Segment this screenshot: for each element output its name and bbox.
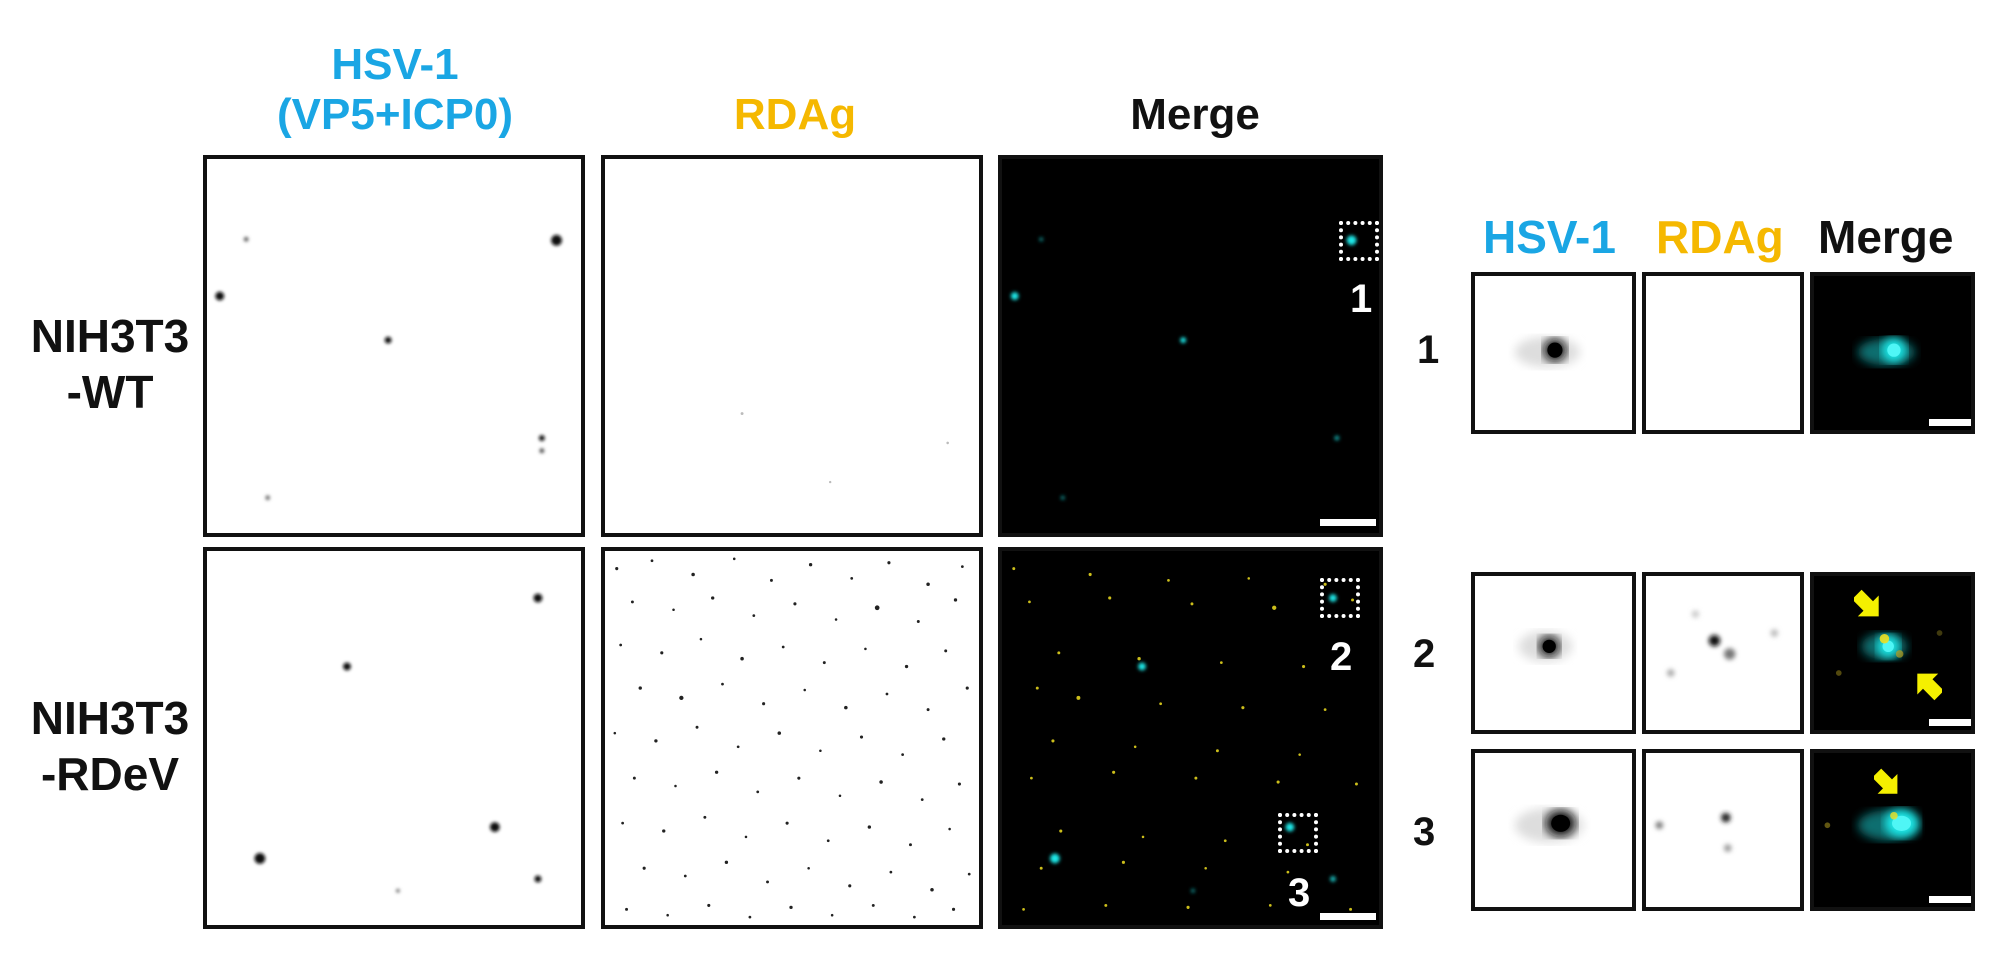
arrow-icon	[1917, 673, 1942, 701]
micrograph-inset-2-rdag	[1666, 610, 1779, 677]
panel-wt-hsv1	[203, 155, 585, 537]
inset-2-rdag	[1642, 572, 1804, 734]
row-title-wt-line1: NIH3T3	[30, 310, 190, 362]
micrograph-wt-hsv1	[215, 234, 562, 501]
inset-1-merge	[1810, 272, 1975, 434]
micrograph-wt-rdag	[740, 412, 949, 484]
roi-box-2	[1320, 578, 1360, 618]
roi-label-2: 2	[1330, 635, 1353, 679]
scale-bar	[1320, 519, 1376, 526]
inset-3-merge	[1810, 749, 1975, 911]
panel-rdev-merge: 2 3	[998, 547, 1383, 929]
scale-bar	[1320, 913, 1376, 920]
column-title-hsv1: HSV-1 (VP5+ICP0)	[200, 40, 590, 140]
row-title-wt-line2: -WT	[66, 366, 154, 418]
micrograph-inset-3-hsv1	[1515, 808, 1584, 843]
inset-row-label-3: 3	[1413, 810, 1436, 854]
micrograph-rdev-merge	[1012, 567, 1358, 911]
column-title-rdag: RDAg	[733, 90, 857, 139]
panel-rdev-hsv1	[203, 547, 585, 929]
micrograph-rdev-hsv1	[254, 593, 543, 893]
row-title-rdev-line2: -RDeV	[40, 748, 180, 800]
inset-title-merge: Merge	[1818, 211, 1954, 263]
inset-title-rdag: RDAg	[1656, 211, 1784, 263]
micrograph-inset-2-hsv1	[1518, 631, 1573, 662]
panel-rdev-rdag	[601, 547, 983, 929]
panel-wt-rdag	[601, 155, 983, 537]
inset-row-label-1: 1	[1417, 328, 1440, 372]
scale-bar	[1929, 419, 1971, 426]
inset-3-rdag	[1642, 749, 1804, 911]
micrograph-inset-3-merge	[1824, 809, 1919, 841]
row-title-wt: NIH3T3 -WT	[10, 308, 210, 420]
inset-3-hsv1	[1471, 749, 1636, 911]
micrograph-inset-2-merge	[1835, 630, 1943, 676]
row-title-rdev-line1: NIH3T3	[30, 692, 190, 744]
scale-bar	[1929, 719, 1971, 726]
roi-box-3	[1278, 813, 1318, 853]
micrograph-wt-merge	[1010, 235, 1357, 500]
arrow-icon	[1874, 768, 1898, 794]
micrograph-inset-3-rdag	[1655, 812, 1732, 852]
inset-2-merge	[1810, 572, 1975, 734]
roi-label-3: 3	[1288, 871, 1311, 915]
panel-wt-merge: 1	[998, 155, 1383, 537]
column-title-merge: Merge	[1130, 90, 1260, 139]
column-title-hsv1-line2: (VP5+ICP0)	[277, 90, 513, 139]
roi-label-1: 1	[1350, 277, 1373, 321]
inset-1-hsv1	[1471, 272, 1636, 434]
inset-title-hsv1: HSV-1	[1483, 211, 1616, 263]
scale-bar	[1929, 896, 1971, 903]
micrograph-inset-1-merge	[1857, 337, 1915, 366]
inset-1-rdag	[1642, 272, 1804, 434]
roi-box-1	[1339, 221, 1379, 261]
micrograph-rdev-rdag	[613, 557, 971, 919]
column-title-hsv1-line1: HSV-1	[331, 40, 459, 89]
inset-2-hsv1	[1471, 572, 1636, 734]
micrograph-inset-1-hsv1	[1515, 336, 1580, 368]
inset-row-label-2: 2	[1413, 632, 1436, 676]
row-title-rdev: NIH3T3 -RDeV	[10, 690, 210, 802]
arrow-icon	[1854, 589, 1879, 617]
